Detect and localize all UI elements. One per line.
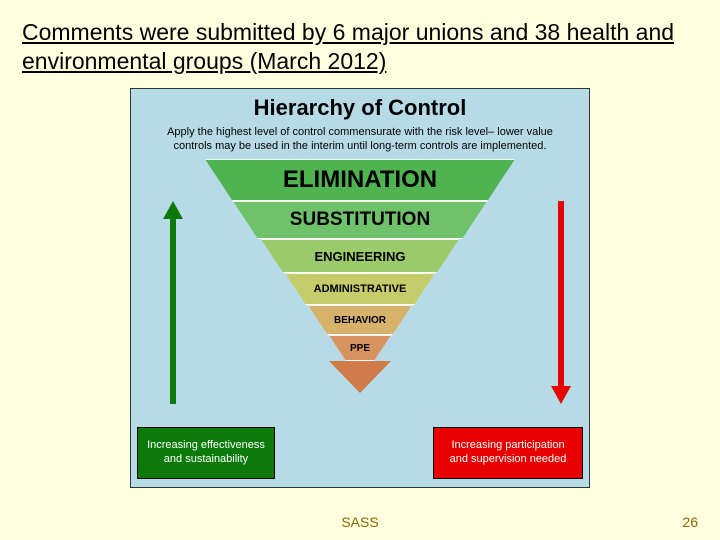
pyramid-band: ADMINISTRATIVE bbox=[285, 273, 435, 305]
pyramid-band: BEHAVIOR bbox=[308, 305, 412, 335]
diagram-title: Hierarchy of Control bbox=[131, 95, 589, 121]
hierarchy-diagram: Hierarchy of Control Apply the highest l… bbox=[130, 88, 590, 488]
pyramid: ELIMINATIONSUBSTITUTIONENGINEERINGADMINI… bbox=[205, 159, 515, 394]
pyramid-tip bbox=[329, 361, 391, 393]
down-arrow-right bbox=[551, 201, 571, 404]
pyramid-band: SUBSTITUTION bbox=[233, 201, 487, 239]
footer-center: SASS bbox=[341, 514, 378, 530]
diagram-subtitle: Apply the highest level of control comme… bbox=[131, 121, 589, 160]
page-number: 26 bbox=[682, 514, 698, 530]
left-caption-box: Increasing effectiveness and sustainabil… bbox=[137, 427, 275, 479]
pyramid-band: ELIMINATION bbox=[205, 159, 515, 201]
right-caption-box: Increasing participation and supervision… bbox=[433, 427, 583, 479]
up-arrow-left bbox=[163, 201, 183, 404]
slide-heading: Comments were submitted by 6 major union… bbox=[22, 18, 698, 76]
pyramid-band: ENGINEERING bbox=[261, 239, 459, 273]
pyramid-band: PPE bbox=[329, 335, 391, 361]
slide: Comments were submitted by 6 major union… bbox=[0, 0, 720, 540]
